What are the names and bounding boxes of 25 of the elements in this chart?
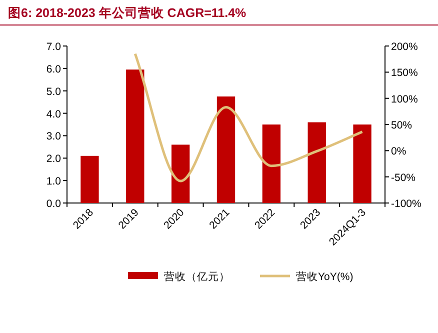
y2-tick-label: -50% <box>391 172 416 184</box>
chart-title: 图6: 2018-2023 年公司营收 CAGR=11.4% <box>8 6 246 20</box>
bar <box>171 144 190 203</box>
y2-tick-label: 50% <box>391 120 412 132</box>
legend-label: 营收（亿元） <box>164 270 230 283</box>
y2-tick-label: 100% <box>391 93 418 106</box>
bar <box>216 96 236 203</box>
bar <box>80 156 99 203</box>
y-tick-label: 4.0 <box>46 108 62 120</box>
y-tick-label: 2.0 <box>46 153 62 166</box>
y2-tick-label: -100% <box>391 198 422 210</box>
y-tick-label: 5.0 <box>46 86 62 98</box>
y2-tick-label: 150% <box>391 67 418 80</box>
y-tick-label: 1.0 <box>46 176 62 188</box>
bar <box>262 124 281 203</box>
y2-tick-label: 0% <box>391 146 406 158</box>
bar <box>126 70 144 203</box>
bar <box>353 124 372 203</box>
y-tick-label: 7.0 <box>46 41 62 53</box>
y-tick-label: 0.0 <box>46 198 62 210</box>
y-tick-label: 6.0 <box>46 63 62 76</box>
y-tick-label: 3.0 <box>46 130 62 143</box>
bar <box>308 122 326 203</box>
y2-tick-label: 200% <box>391 41 418 53</box>
legend-label: 营收YoY(%) <box>296 270 354 283</box>
